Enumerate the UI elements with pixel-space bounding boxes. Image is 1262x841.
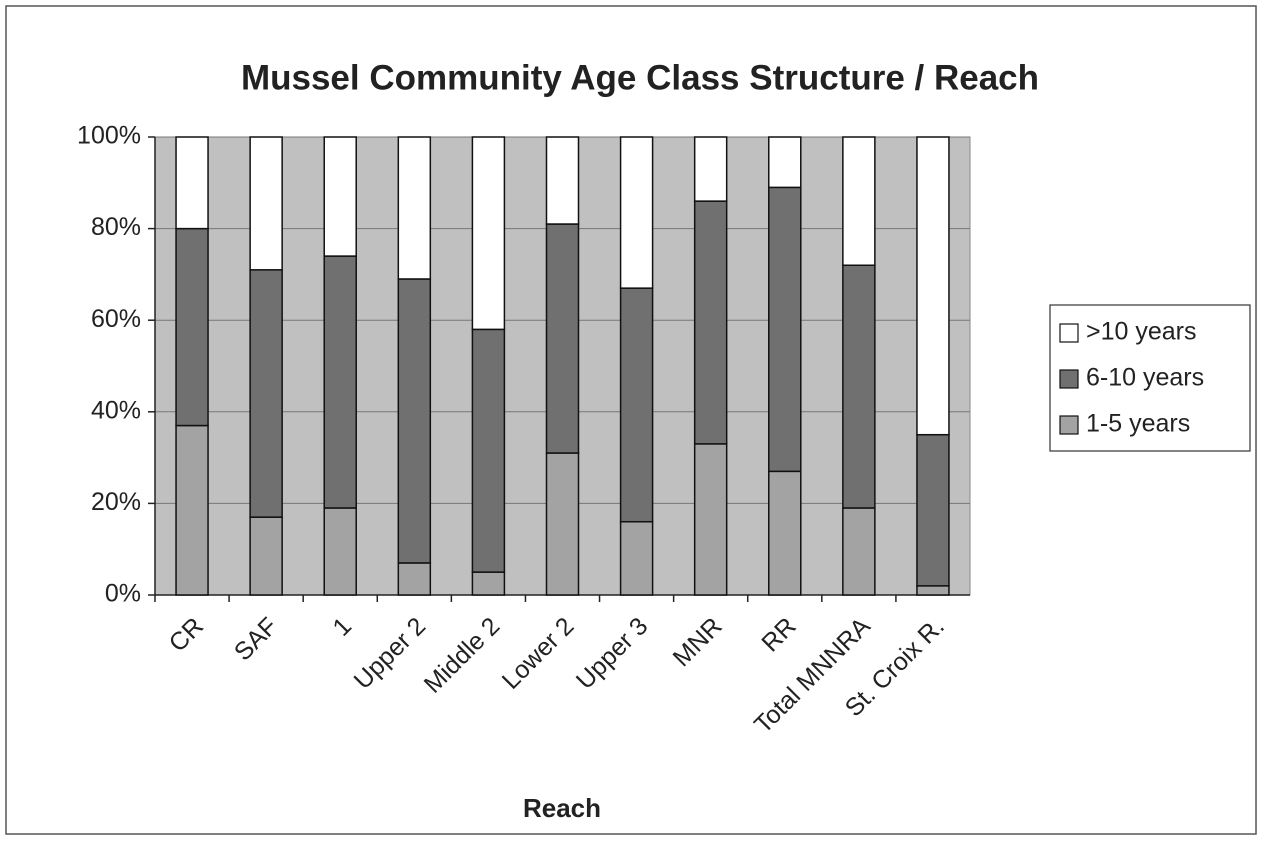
y-tick-label: 60% [91,305,141,333]
bar-segment [693,443,728,596]
bar-segment [323,255,357,509]
y-tick-label: 100% [77,122,141,150]
x-axis-title: Reach [523,793,601,823]
bar-segment [323,136,357,257]
bar-segment [323,507,357,596]
bar-segment [768,470,802,596]
bar-segment [397,136,432,280]
bar-segment [175,136,209,230]
bar-segment [916,136,950,436]
bar-segment [471,328,506,573]
y-tick-label: 0% [105,580,141,608]
bar-segment [397,562,432,596]
bar-segment [842,136,876,266]
bar-segment [471,571,506,596]
bar-segment [693,136,728,202]
bar-segment [619,136,654,289]
bar-segment [842,507,876,596]
chart-title: Mussel Community Age Class Structure / R… [241,58,1039,97]
legend-label: 1-5 years [1086,410,1190,438]
bar-segment [619,287,654,523]
legend-label: >10 years [1086,318,1197,346]
legend-label: 6-10 years [1086,364,1204,392]
bar-segment [471,136,506,331]
y-tick-label: 40% [91,396,141,424]
legend-swatch [1059,323,1079,343]
bar-segment [545,223,580,454]
bar-segment [249,269,283,518]
bar-segment [768,186,802,473]
bar-segment [768,136,802,189]
legend-swatch [1059,369,1079,389]
y-tick-label: 20% [91,488,141,516]
legend-box [1049,304,1251,452]
bar-segment [619,520,654,596]
bar-segment [249,136,283,271]
bar-segment [545,136,580,225]
bar-segment [916,433,950,587]
bar-segment [842,264,876,509]
bar-segment [175,227,209,427]
legend-swatch [1059,415,1079,435]
bar-segment [397,278,432,564]
y-tick-label: 80% [91,213,141,241]
bar-segment [175,424,209,596]
bar-segment [545,452,580,596]
bar-segment [693,200,728,445]
bar-segment [249,516,283,596]
bar-segment [916,585,950,596]
